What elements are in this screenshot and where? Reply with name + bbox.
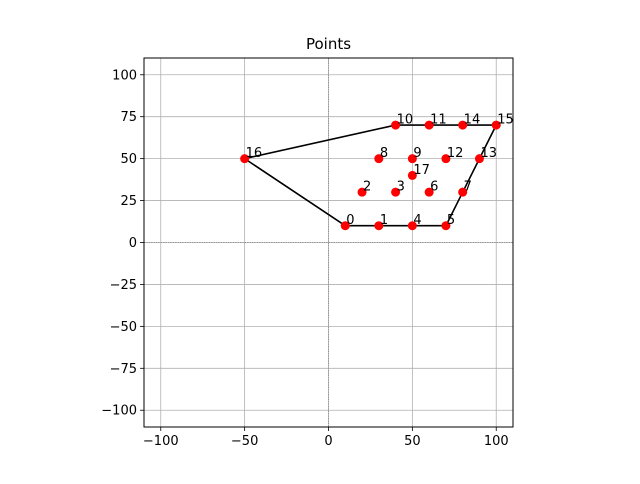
data-point <box>458 120 468 130</box>
data-point <box>374 154 384 164</box>
point-label: 8 <box>380 146 388 161</box>
data-point <box>240 154 250 164</box>
point-label: 5 <box>447 213 455 228</box>
y-tick-label: 75 <box>120 110 137 125</box>
data-point <box>340 221 350 231</box>
y-tick-label: 100 <box>112 68 137 83</box>
y-tick-label: −100 <box>101 404 137 419</box>
point-label: 14 <box>464 113 481 128</box>
data-point <box>424 187 434 197</box>
point-label: 15 <box>497 113 514 128</box>
point-label: 6 <box>430 180 438 195</box>
point-label: 17 <box>413 163 430 178</box>
data-point <box>391 187 401 197</box>
y-tick-label: 25 <box>120 194 137 209</box>
point-label: 7 <box>464 180 472 195</box>
data-point <box>424 120 434 130</box>
hull-line <box>243 124 498 227</box>
data-point <box>407 170 417 180</box>
data-point <box>441 154 451 164</box>
data-point <box>441 221 451 231</box>
point-label: 3 <box>397 180 405 195</box>
y-tick-label: 50 <box>120 152 137 167</box>
point-label: 16 <box>246 146 263 161</box>
data-point <box>391 120 401 130</box>
point-label: 1 <box>380 213 388 228</box>
data-point <box>374 221 384 231</box>
x-tick-label: 100 <box>484 434 509 449</box>
point-label: 13 <box>480 146 497 161</box>
data-point <box>474 154 484 164</box>
x-tick-label: −50 <box>231 434 258 449</box>
y-tick-label: −25 <box>110 278 137 293</box>
zero-axis-layer <box>144 58 513 427</box>
y-tick-label: −75 <box>110 362 137 377</box>
point-label: 12 <box>447 146 464 161</box>
data-point <box>407 154 417 164</box>
x-tick-label: 0 <box>324 434 332 449</box>
y-tick-label: 0 <box>129 236 137 251</box>
data-point <box>407 221 417 231</box>
data-point <box>458 187 468 197</box>
point-label: 10 <box>397 113 414 128</box>
point-label: 4 <box>413 213 421 228</box>
chart-title: Points <box>306 35 351 53</box>
x-tick-label: −100 <box>143 434 179 449</box>
point-label: 2 <box>363 180 371 195</box>
x-tick-label: 50 <box>404 434 421 449</box>
hull-layer <box>243 124 498 227</box>
data-point <box>491 120 501 130</box>
point-label: 11 <box>430 113 447 128</box>
data-point <box>357 187 367 197</box>
points-layer <box>240 120 501 231</box>
y-tick-label: −50 <box>110 320 137 335</box>
point-label: 9 <box>413 146 421 161</box>
point-label: 0 <box>346 213 354 228</box>
